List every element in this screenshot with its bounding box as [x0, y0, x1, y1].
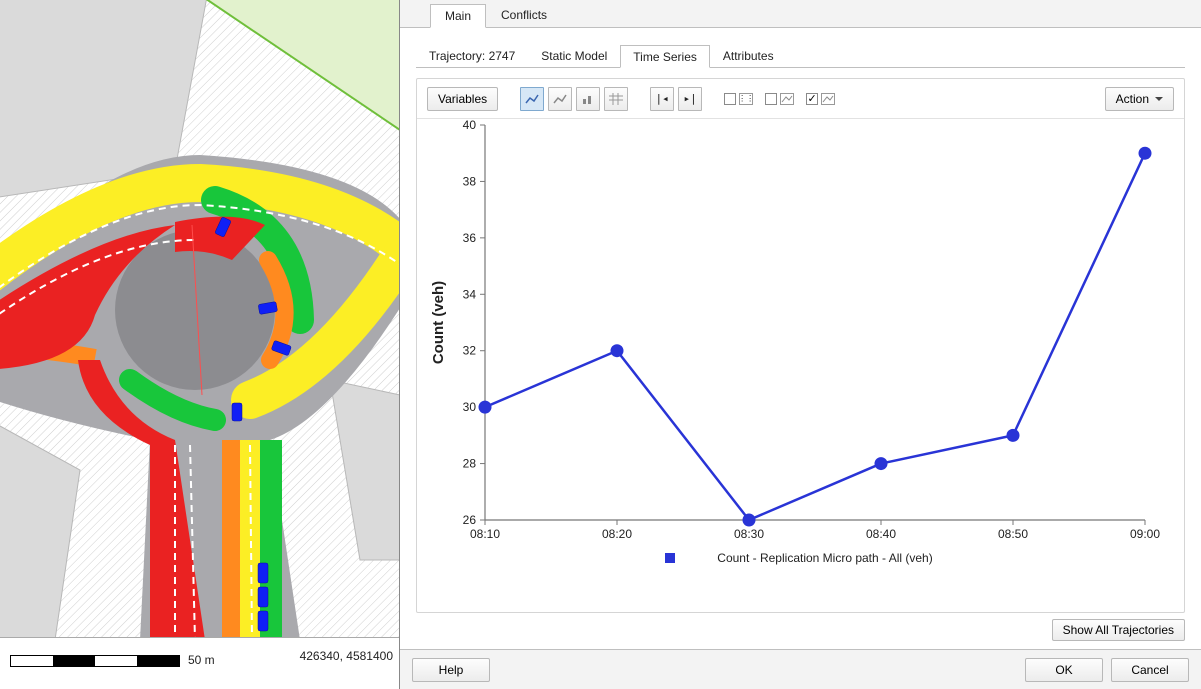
check-2[interactable] — [765, 93, 794, 105]
check-1[interactable]: ⋮⋮ — [724, 93, 753, 105]
subtab-trajectory[interactable]: Trajectory: 2747 — [416, 44, 528, 67]
svg-text:09:00: 09:00 — [1130, 527, 1160, 541]
svg-text:30: 30 — [463, 400, 477, 414]
svg-text:38: 38 — [463, 174, 477, 188]
show-all-trajectories-button[interactable]: Show All Trajectories — [1052, 619, 1185, 641]
nav-group: |◂ ▸| — [650, 87, 702, 111]
chart-toolbar: Variables |◂ ▸| ⋮⋮ — [417, 79, 1184, 119]
map-svg — [0, 0, 399, 689]
map-canvas[interactable] — [0, 0, 399, 689]
charttype-group — [520, 87, 628, 111]
subtab-attributes[interactable]: Attributes — [710, 44, 787, 67]
inner-tabs: Trajectory: 2747 Static Model Time Serie… — [416, 42, 1185, 68]
first-icon[interactable]: |◂ — [650, 87, 674, 111]
svg-text:32: 32 — [463, 344, 477, 358]
option-checks: ⋮⋮ — [724, 93, 835, 105]
subtab-time-series[interactable]: Time Series — [620, 45, 710, 68]
map-pane: 50 m 426340, 4581400 — [0, 0, 400, 689]
svg-text:08:30: 08:30 — [734, 527, 764, 541]
cancel-button[interactable]: Cancel — [1111, 658, 1189, 682]
svg-text:34: 34 — [463, 287, 477, 301]
variables-button[interactable]: Variables — [427, 87, 498, 111]
line-icon — [780, 93, 794, 105]
subtab-static-model[interactable]: Static Model — [528, 44, 620, 67]
scale-bar — [10, 655, 180, 667]
charttype-grid-icon[interactable] — [604, 87, 628, 111]
dialog-pane: Main Conflicts Trajectory: 2747 Static M… — [400, 0, 1201, 689]
svg-text:26: 26 — [463, 513, 477, 527]
chart-card: Variables |◂ ▸| ⋮⋮ — [416, 78, 1185, 613]
dialog-footer: Help OK Cancel — [400, 649, 1201, 689]
tab-conflicts[interactable]: Conflicts — [486, 3, 562, 27]
svg-text:40: 40 — [463, 119, 477, 132]
ok-button[interactable]: OK — [1025, 658, 1103, 682]
svg-text:36: 36 — [463, 231, 477, 245]
charttype-line-icon[interactable] — [520, 87, 544, 111]
calendar-icon: ⋮⋮ — [739, 93, 753, 105]
cursor-coords: 426340, 4581400 — [300, 649, 393, 663]
action-button[interactable]: Action — [1105, 87, 1174, 111]
svg-text:08:50: 08:50 — [998, 527, 1028, 541]
outer-tabs: Main Conflicts — [400, 0, 1201, 28]
line2-icon — [821, 93, 835, 105]
map-status-bar: 50 m 426340, 4581400 — [0, 637, 399, 689]
svg-text:08:40: 08:40 — [866, 527, 896, 541]
chart-svg: 26 28 30 32 34 36 38 40 08:10 08:20 08:30 08:40 08:5… — [417, 119, 1163, 589]
charttype-bar-icon[interactable] — [576, 87, 600, 111]
chart-area[interactable]: 26 28 30 32 34 36 38 40 08:10 08:20 08:30 08:40 08:5… — [417, 119, 1184, 612]
svg-text:28: 28 — [463, 457, 477, 471]
scale-label: 50 m — [188, 653, 215, 667]
svg-text:Count (veh): Count (veh) — [430, 281, 447, 364]
help-button[interactable]: Help — [412, 658, 490, 682]
last-icon[interactable]: ▸| — [678, 87, 702, 111]
svg-text:08:20: 08:20 — [602, 527, 632, 541]
check-3[interactable] — [806, 93, 835, 105]
charttype-area-icon[interactable] — [548, 87, 572, 111]
svg-text:Count - Replication Micro path: Count - Replication Micro path - All (ve… — [717, 551, 932, 565]
svg-text:08:10: 08:10 — [470, 527, 500, 541]
tab-main[interactable]: Main — [430, 4, 486, 28]
